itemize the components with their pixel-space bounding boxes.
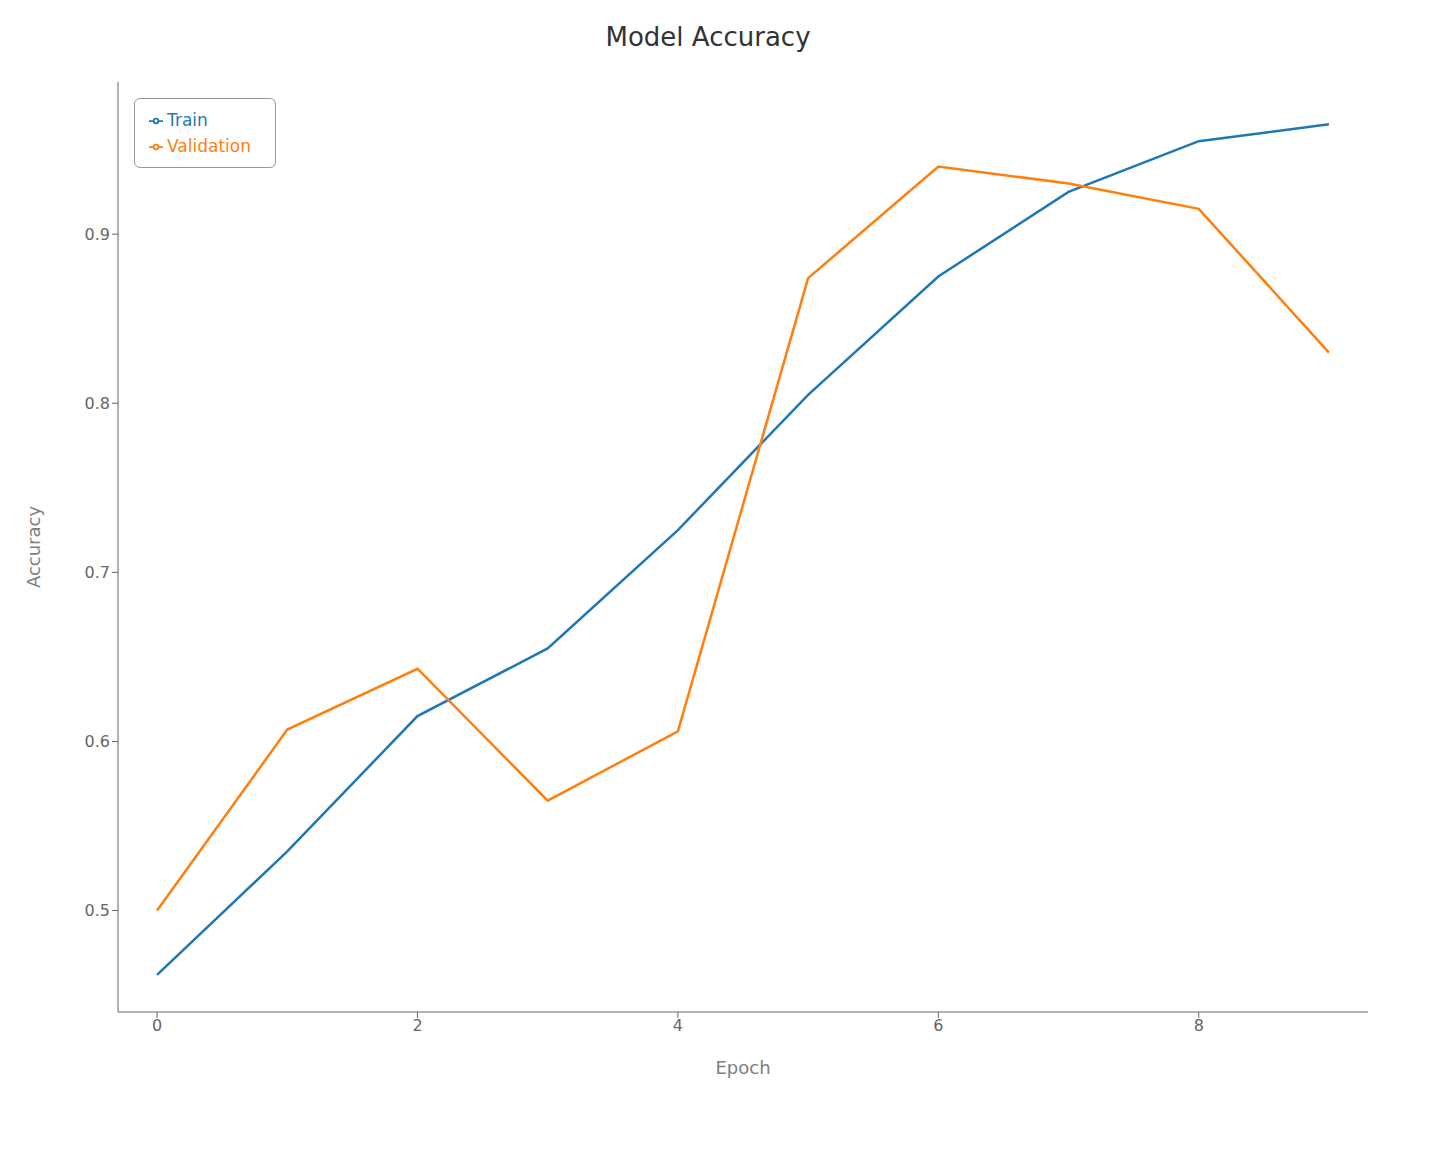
html-text:Train: Train: [167, 110, 208, 130]
svg-text:Accuracy: Accuracy: [23, 506, 44, 589]
svg-text:6: 6: [933, 1016, 943, 1035]
svg-text:0.6: 0.6: [85, 732, 110, 751]
svg-text:4: 4: [673, 1016, 683, 1035]
svg-text:8: 8: [1194, 1016, 1204, 1035]
svg-text:0: 0: [152, 1016, 162, 1035]
svg-text:0.8: 0.8: [85, 394, 110, 413]
svg-text:0.9: 0.9: [85, 225, 110, 244]
svg-text:Epoch: Epoch: [715, 1057, 770, 1078]
svg-text:2: 2: [412, 1016, 422, 1035]
svg-text:0.5: 0.5: [85, 901, 110, 920]
svg-text:0.7: 0.7: [85, 563, 110, 582]
html-text:Model Accuracy: Model Accuracy: [605, 22, 811, 52]
html-text:Validation: Validation: [167, 136, 251, 156]
